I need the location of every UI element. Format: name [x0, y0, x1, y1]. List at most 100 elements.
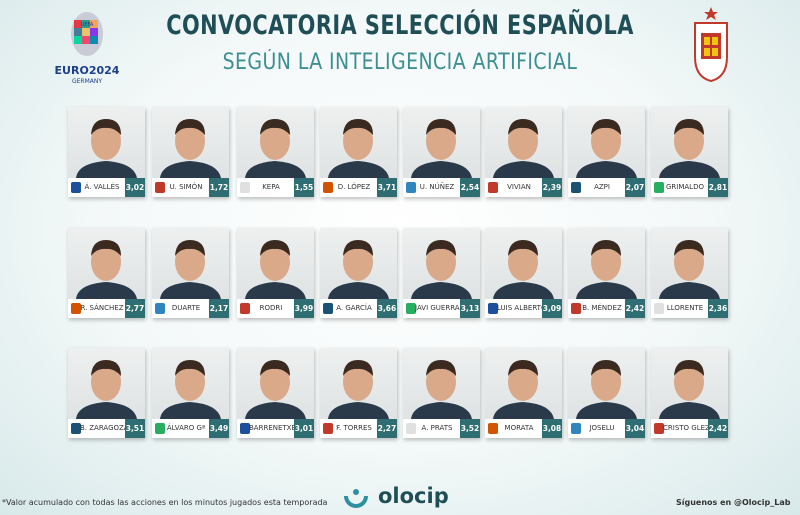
player-value: 2,17 [209, 299, 229, 318]
player-value: 2,27 [377, 419, 397, 438]
card-strip: B. MÉNDEZ 2,42 [568, 299, 645, 318]
club-badge [155, 303, 165, 314]
player-card: R. SÁNCHEZ 2,77 [68, 228, 145, 318]
club-badge [654, 182, 664, 193]
card-strip: MORATA 3,08 [485, 419, 562, 438]
player-card: U. NÚÑEZ 2,54 [403, 107, 480, 197]
player-photo [568, 348, 645, 419]
player-value: 3,99 [294, 299, 314, 318]
player-card: Á. VALLÉS 3,02 [68, 107, 145, 197]
player-card: BARRENETXEA 3,01 [237, 348, 314, 438]
club-badge [406, 423, 416, 434]
player-card: DUARTE 2,17 [152, 228, 229, 318]
player-value: 1,72 [209, 178, 229, 197]
euro-logo: UEFA EURO2024 GERMANY [52, 6, 122, 86]
social: Síguenos en @Olocip_Lab [676, 498, 791, 507]
player-photo [320, 228, 397, 299]
club-badge [240, 303, 250, 314]
player-card: F. TORRES 2,27 [320, 348, 397, 438]
club-badge [654, 423, 664, 434]
player-photo [651, 107, 728, 178]
club-badge [240, 423, 250, 434]
player-value: 2,42 [708, 419, 728, 438]
subtitle: SEGÚN LA INTELIGENCIA ARTIFICIAL [222, 50, 578, 75]
player-silhouette [576, 360, 637, 419]
card-strip: GRIMALDO 2,81 [651, 178, 728, 197]
player-photo [68, 348, 145, 419]
card-strip: U. SIMÓN 1,72 [152, 178, 229, 197]
player-name: A. GARCÍA [336, 304, 372, 312]
player-name: CRISTO GLEZ [663, 424, 710, 432]
player-silhouette [659, 360, 720, 419]
player-value: 3,13 [460, 299, 480, 318]
player-name: R. SÁNCHEZ [80, 304, 124, 312]
player-name: JOSELU [589, 424, 615, 432]
club-badge [488, 182, 498, 193]
player-value: 3,04 [625, 419, 645, 438]
footnote: *Valor acumulado con todas las acciones … [2, 498, 328, 507]
club-badge [323, 182, 333, 193]
club-badge [323, 303, 333, 314]
player-name: MORATA [504, 424, 534, 432]
player-photo [237, 228, 314, 299]
player-name: LUIS ALBERTO [497, 304, 547, 312]
player-value: 2,42 [625, 299, 645, 318]
player-photo [152, 348, 229, 419]
player-silhouette [245, 119, 306, 178]
card-strip: U. NÚÑEZ 2,54 [403, 178, 480, 197]
card-strip: DUARTE 2,17 [152, 299, 229, 318]
card-strip: LUIS ALBERTO 3,09 [485, 299, 562, 318]
card-strip: RODRI 3,99 [237, 299, 314, 318]
player-silhouette [493, 119, 554, 178]
player-card: A. GARCÍA 3,66 [320, 228, 397, 318]
player-card: AZPI 2,07 [568, 107, 645, 197]
logo-event: EURO2024 [54, 64, 120, 77]
player-photo [651, 348, 728, 419]
player-card: B. MÉNDEZ 2,42 [568, 228, 645, 318]
club-badge [571, 182, 581, 193]
player-silhouette [160, 360, 221, 419]
club-badge [406, 182, 416, 193]
club-badge [240, 182, 250, 193]
player-card: KEPA 1,55 [237, 107, 314, 197]
player-name: D. LÓPEZ [337, 183, 371, 191]
player-name: B. ZARAGOZA [80, 424, 129, 432]
player-silhouette [245, 240, 306, 299]
player-value: 2,54 [460, 178, 480, 197]
player-name: VIVIAN [507, 183, 531, 191]
player-name: GRIMALDO [666, 183, 704, 191]
player-card: ÁLVARO Gª 3,49 [152, 348, 229, 438]
card-strip: BARRENETXEA 3,01 [237, 419, 314, 438]
spain-crest [694, 7, 728, 83]
player-value: 2,36 [708, 299, 728, 318]
player-card: U. SIMÓN 1,72 [152, 107, 229, 197]
card-strip: D. LÓPEZ 3,71 [320, 178, 397, 197]
player-silhouette [576, 119, 637, 178]
card-strip: KEPA 1,55 [237, 178, 314, 197]
card-strip: F. TORRES 2,27 [320, 419, 397, 438]
player-card: B. ZARAGOZA 3,51 [68, 348, 145, 438]
player-silhouette [493, 240, 554, 299]
player-card: RODRI 3,99 [237, 228, 314, 318]
player-value: 2,07 [625, 178, 645, 197]
player-name: JAVI GUERRA [415, 304, 460, 312]
player-card: A. PRATS 3,52 [403, 348, 480, 438]
card-strip: ÁLVARO Gª 3,49 [152, 419, 229, 438]
player-value: 2,39 [542, 178, 562, 197]
player-value: 3,08 [542, 419, 562, 438]
player-value: 3,71 [377, 178, 397, 197]
player-value: 2,77 [125, 299, 145, 318]
card-strip: CRISTO GLEZ 2,42 [651, 419, 728, 438]
player-photo [152, 228, 229, 299]
card-strip: B. ZARAGOZA 3,51 [68, 419, 145, 438]
club-badge [155, 423, 165, 434]
player-photo [320, 348, 397, 419]
player-card: LLORENTE 2,36 [651, 228, 728, 318]
club-badge [488, 303, 498, 314]
brand: olocip [378, 484, 449, 508]
club-badge [71, 303, 81, 314]
player-photo [403, 228, 480, 299]
logo-country: GERMANY [71, 78, 103, 85]
player-value: 2,81 [708, 178, 728, 197]
